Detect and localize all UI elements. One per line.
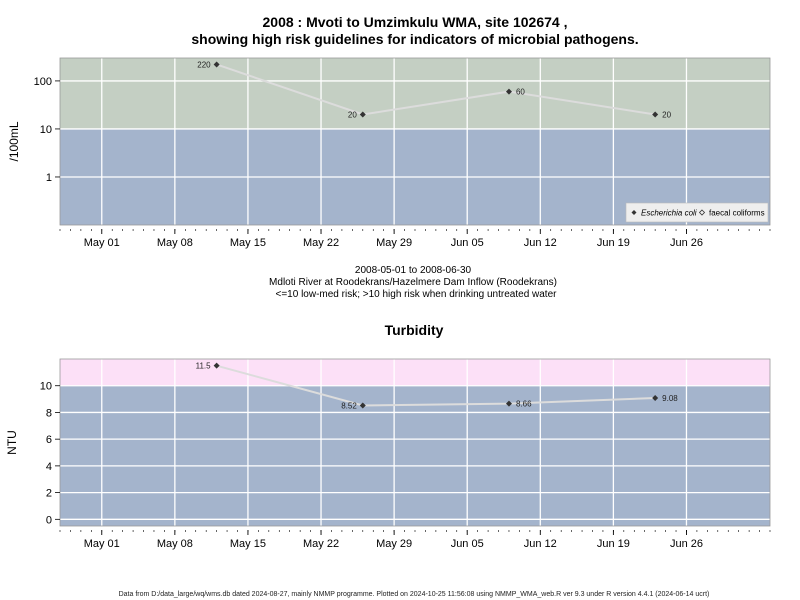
data-point: [652, 395, 659, 402]
x-tick-label: May 22: [303, 237, 339, 249]
legend-marker-open: [698, 209, 706, 216]
legend: Escherichia coli faecal coliforms: [625, 202, 769, 223]
x-tick-label: May 08: [157, 237, 193, 249]
series-line: [216, 364, 656, 407]
y-axis-label: /100mL: [7, 121, 21, 161]
x-tick-label: May 15: [230, 538, 266, 550]
x-tick-label: May 22: [303, 538, 339, 550]
y-tick-label: 2: [46, 488, 52, 500]
data-label: 9.08: [662, 394, 678, 403]
x-tick-label: Jun 05: [451, 538, 484, 550]
microbial-plot-panel: 1 10 100 May 01 May 08 May 15 May 22 May 29 Jun …: [7, 57, 771, 249]
y-tick-label: 100: [34, 76, 52, 88]
x-tick-label: May 01: [84, 237, 120, 249]
x-tick-label: May 29: [376, 538, 412, 550]
site-caption: Mdloti River at Roodekrans/Hazelmere Dam…: [269, 277, 557, 288]
x-tick-label: Jun 12: [524, 538, 557, 550]
x-tick-label: Jun 26: [670, 538, 703, 550]
legend-label: faecal coliforms: [709, 209, 765, 218]
x-tick-label: May 29: [376, 237, 412, 249]
legend-label: Escherichia coli: [641, 209, 697, 218]
chart1-subtitle: showing high risk guidelines for indicat…: [191, 31, 638, 47]
turbidity-plot-panel: 0 2 4 6 8 10 May 01 May 08 May 15 May 22 May 29 Jun…: [5, 358, 771, 550]
chart2-title: Turbidity: [385, 322, 444, 338]
low-risk-band: [60, 385, 770, 526]
data-point: [213, 61, 220, 68]
x-tick-label: May 01: [84, 538, 120, 550]
data-label: 20: [662, 110, 671, 119]
y-tick-label: 10: [40, 381, 52, 393]
high-risk-band: [60, 359, 770, 386]
date-range-caption: 2008-05-01 to 2008-06-30: [355, 265, 472, 276]
data-label: 8.66: [516, 400, 532, 409]
y-tick-label: 8: [46, 407, 52, 419]
x-tick-label: May 15: [230, 237, 266, 249]
legend-box: [625, 202, 769, 223]
data-point: [505, 400, 512, 407]
x-tick-label: Jun 05: [451, 237, 484, 249]
data-label: 11.5: [196, 362, 212, 371]
chart1-title: 2008 : Mvoti to Umzimkulu WMA, site 1026…: [263, 14, 568, 30]
data-point: [359, 111, 366, 118]
data-label: 60: [516, 88, 525, 97]
x-tick-label: May 08: [157, 538, 193, 550]
data-point: [505, 88, 512, 95]
y-axis-label: NTU: [5, 430, 19, 455]
x-tick-label: Jun 19: [597, 538, 630, 550]
data-label: 20: [348, 110, 357, 119]
series-line: [216, 63, 656, 116]
high-risk-band: [60, 58, 770, 129]
data-point: [213, 362, 220, 369]
data-point: [359, 402, 366, 409]
data-point: [652, 111, 659, 118]
x-tick-label: Jun 26: [670, 237, 703, 249]
data-label: 8.52: [341, 401, 357, 410]
plot-border: [59, 358, 771, 527]
y-tick-label: 0: [46, 514, 52, 526]
y-tick-label: 10: [40, 124, 52, 136]
footer-note: Data from D:/data_large/wq/wms.db dated …: [119, 591, 710, 598]
y-tick-label: 1: [46, 172, 52, 184]
y-tick-label: 6: [46, 434, 52, 446]
x-tick-label: Jun 19: [597, 237, 630, 249]
y-tick-label: 4: [46, 461, 52, 473]
data-label: 220: [197, 60, 211, 69]
plot-border: [59, 57, 771, 226]
risk-note-caption: <=10 low-med risk; >10 high risk when dr…: [276, 289, 558, 300]
x-tick-label: Jun 12: [524, 237, 557, 249]
legend-marker-filled: [631, 210, 637, 215]
